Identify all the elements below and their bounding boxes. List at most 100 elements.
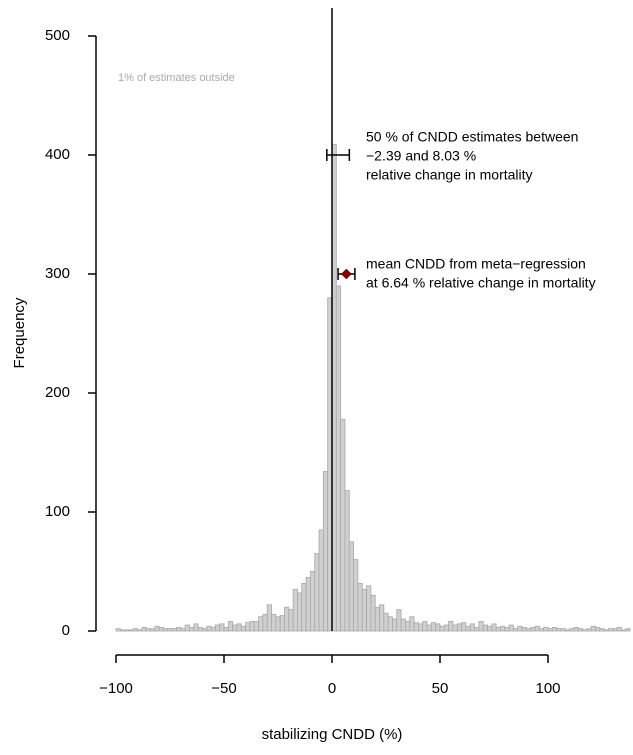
bar [387,616,393,632]
annotation: mean CNDD from meta−regression [366,256,586,272]
bar [495,627,501,632]
bar [309,571,316,632]
bar [396,609,402,632]
bar [145,628,151,632]
bar [560,628,566,632]
y-tick-label: 500 [45,27,70,44]
bar [305,577,311,632]
y-tick-label: 200 [45,384,70,401]
bar [534,625,540,632]
bar [271,613,277,632]
bar [219,623,225,632]
bar [258,616,264,632]
bar [608,628,614,632]
bar [189,627,195,632]
bar [547,628,553,632]
bar [214,624,221,632]
bar [292,588,298,632]
bar [288,609,294,632]
bar [551,627,558,632]
bar [513,628,519,632]
bar [115,628,121,632]
bar [184,624,190,632]
bar [521,627,527,632]
bar [223,627,229,632]
x-tick-label: 0 [328,680,336,697]
bar [180,628,186,632]
annotation: relative change in mortality [366,167,533,183]
bar [167,628,173,632]
bar [491,623,497,632]
bar [245,622,251,632]
bar [595,627,601,632]
bar [279,615,285,632]
bar [322,471,329,632]
bar [176,627,182,632]
bar [530,627,536,632]
bar [422,621,428,632]
bar [577,628,583,632]
bar [603,629,609,632]
bar [621,629,627,632]
bar [405,621,411,632]
bar [314,553,320,632]
bar [124,629,130,632]
bar [348,541,354,632]
bar [249,621,255,632]
bar [504,627,510,632]
bar [409,616,415,632]
bar [374,606,380,632]
bar [474,627,480,632]
bar [197,627,203,632]
bar [543,627,549,632]
bar [335,285,342,632]
bar [582,629,588,632]
bar [344,490,350,632]
bar [500,625,506,632]
bar [526,628,532,632]
bar [413,622,419,632]
note: 1% of estimates outside [118,72,235,84]
y-tick-label: 300 [45,265,70,282]
bar [163,628,169,632]
bar [227,621,234,632]
y-tick-label: 100 [45,503,70,520]
bar [297,592,303,632]
bar [240,625,246,632]
y-tick-label: 0 [62,622,70,639]
bar [612,628,618,632]
bar [137,629,143,632]
bar [590,625,596,632]
x-tick-label: −100 [99,680,133,697]
bar [171,628,177,632]
bar [193,623,199,632]
bar [569,628,575,632]
bar [439,625,445,632]
bar [232,624,238,632]
bar [383,612,389,632]
bar [443,624,450,632]
y-tick-label: 400 [45,146,70,163]
bar [275,616,281,632]
bar [262,613,268,632]
bar [538,628,545,632]
bar [318,529,324,632]
bar [573,627,579,632]
bar [141,627,147,632]
bar [210,627,216,632]
bar [564,629,571,632]
annotation: −2.39 and 8.03 % [366,148,476,164]
bar [379,604,385,632]
mean-point [340,268,352,280]
bar [517,625,523,632]
bar [465,625,471,632]
bar [616,627,622,632]
x-tick-label: 50 [432,680,449,697]
bar [340,418,346,632]
bar [150,628,156,632]
bar [508,624,514,632]
bar [370,594,376,632]
bar [430,622,437,632]
bar [461,622,467,632]
bar [119,629,126,632]
